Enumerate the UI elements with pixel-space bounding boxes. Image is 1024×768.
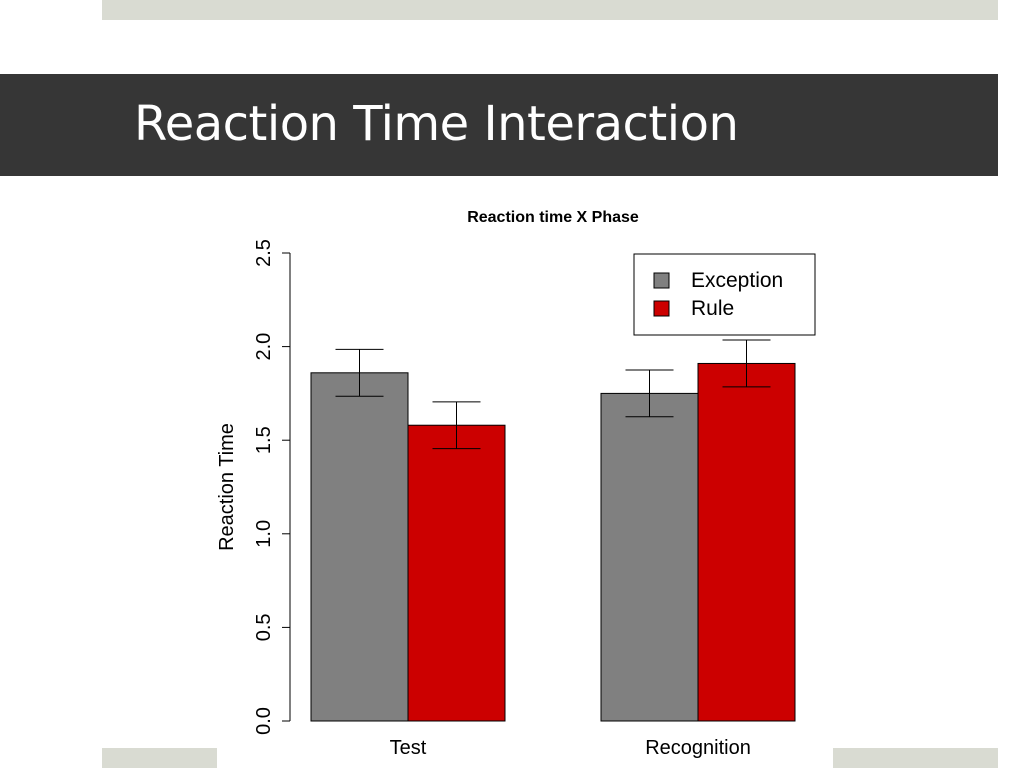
y-tick-label: 1.0 [253, 520, 275, 548]
slide-title: Reaction Time Interaction [134, 96, 739, 152]
y-tick-label: 2.0 [253, 333, 275, 361]
bottom-left-decor-bar [102, 748, 217, 768]
y-axis-label: Reaction Time [216, 423, 238, 551]
legend: Exception Rule [633, 253, 816, 336]
bar-rule-recognition [697, 362, 796, 722]
bar-exception-recognition [600, 392, 699, 722]
bar-rule-test [407, 424, 506, 722]
y-tick-label: 1.5 [253, 426, 275, 454]
y-tick-label: 0.5 [253, 613, 275, 641]
legend-box [633, 253, 816, 336]
x-tick-label: Recognition [645, 737, 751, 759]
legend-label-exception: Exception [691, 269, 783, 292]
bottom-right-decor-bar [833, 748, 998, 768]
y-axis: 0.0 0.5 1.0 1.5 2.0 2.5 [253, 239, 291, 735]
legend-label-rule: Rule [691, 297, 734, 320]
title-band [0, 74, 998, 176]
bar-exception-test [310, 372, 409, 722]
chart-title: Reaction time X Phase [467, 209, 639, 226]
y-tick-label: 0.0 [253, 707, 275, 735]
x-tick-label: Test [390, 737, 427, 759]
bars-group [310, 339, 796, 722]
x-axis-labels: Test Recognition [390, 737, 751, 759]
y-tick-label: 2.5 [253, 239, 275, 267]
legend-swatch-exception [653, 272, 670, 289]
legend-swatch-rule [653, 300, 670, 317]
top-decor-bar [102, 0, 998, 20]
